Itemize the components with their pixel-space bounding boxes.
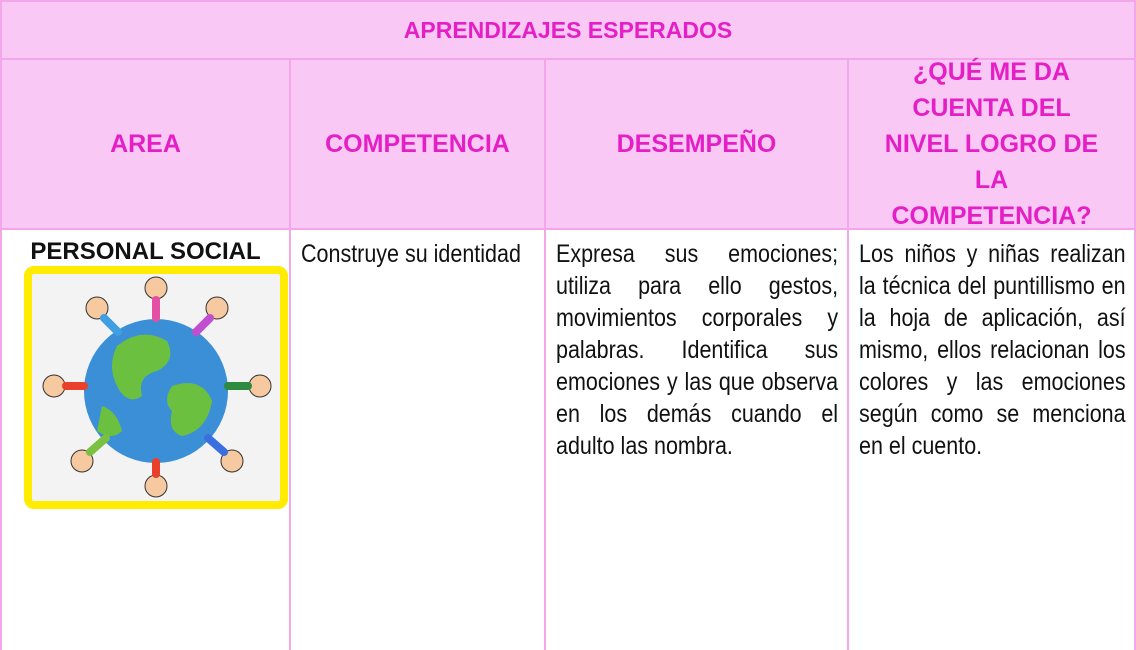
- title-cell: APRENDIZAJES ESPERADOS: [0, 0, 1136, 60]
- header-cell: DESEMPEÑO: [546, 60, 849, 230]
- header-cell: COMPETENCIA: [291, 60, 546, 230]
- header-text: AREA: [110, 130, 181, 158]
- header-text: COMPETENCIA: [325, 130, 510, 158]
- body-cell: PERSONAL SOCIAL: [0, 230, 291, 650]
- cell-text: Los niños y niñas realizan la técnica de…: [859, 240, 1126, 460]
- header-cell: ¿QUÉ ME DA CUENTA DEL NIVEL LOGRO DE LA …: [849, 58, 1136, 230]
- cell-text: Expresa sus emociones; utiliza para ello…: [556, 240, 839, 460]
- cell-text: Construye su identidad: [301, 240, 521, 268]
- header-text: DESEMPEÑO: [616, 130, 777, 158]
- body-cell: Expresa sus emociones; utiliza para ello…: [546, 230, 849, 650]
- table-title: APRENDIZAJES ESPERADOS: [403, 16, 733, 43]
- body-cell: Construye su identidad: [291, 230, 546, 650]
- area-text: PERSONAL SOCIAL: [30, 238, 261, 265]
- header-cell: AREA: [0, 60, 291, 230]
- illustration: [24, 266, 288, 509]
- header-text: ¿QUÉ ME DA CUENTA DEL NIVEL LOGRO DE LA …: [884, 58, 1099, 230]
- body-cell: Los niños y niñas realizan la técnica de…: [849, 230, 1136, 650]
